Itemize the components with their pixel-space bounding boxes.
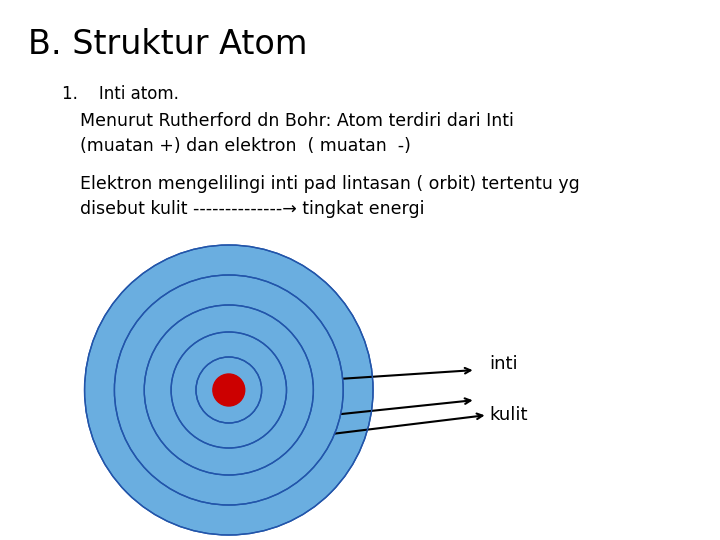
Circle shape (213, 374, 245, 406)
Circle shape (196, 357, 261, 423)
Text: Elektron mengelilingi inti pad lintasan ( orbit) tertentu yg
disebut kulit -----: Elektron mengelilingi inti pad lintasan … (80, 175, 580, 218)
Circle shape (84, 245, 373, 535)
Text: inti: inti (490, 355, 518, 373)
Circle shape (171, 332, 287, 448)
Text: kulit: kulit (490, 406, 528, 424)
Circle shape (144, 305, 313, 475)
Text: B. Struktur Atom: B. Struktur Atom (28, 28, 307, 61)
Text: 1.    Inti atom.: 1. Inti atom. (62, 85, 179, 103)
Text: Menurut Rutherford dn Bohr: Atom terdiri dari Inti
(muatan +) dan elektron  ( mu: Menurut Rutherford dn Bohr: Atom terdiri… (80, 112, 513, 155)
Circle shape (114, 275, 343, 505)
